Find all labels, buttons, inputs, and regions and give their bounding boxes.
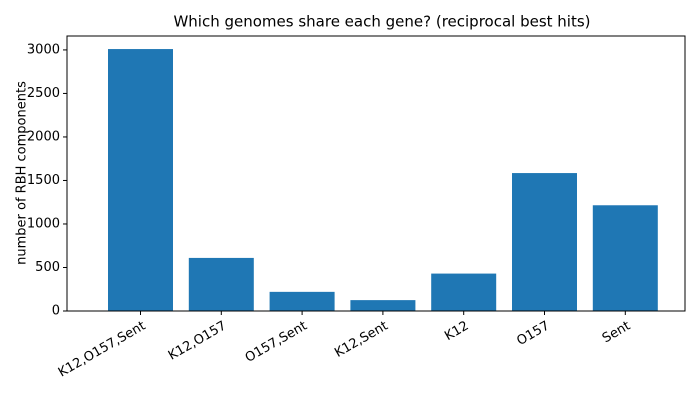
y-tick-label: 3000 bbox=[27, 42, 60, 57]
bar bbox=[350, 300, 416, 311]
bar bbox=[592, 205, 658, 311]
bar bbox=[512, 173, 577, 311]
bar bbox=[108, 49, 173, 311]
y-tick-label: 1500 bbox=[27, 173, 60, 188]
bar bbox=[431, 273, 497, 311]
chart-title: Which genomes share each gene? (reciproc… bbox=[173, 13, 590, 31]
y-axis-label: number of RBH components bbox=[15, 81, 30, 265]
x-tick-label: K12,O157,Sent bbox=[56, 319, 148, 381]
bar bbox=[269, 291, 335, 311]
x-tick-label: K12,Sent bbox=[332, 319, 390, 361]
x-tick-label: K12 bbox=[442, 319, 471, 345]
x-tick-label: Sent bbox=[600, 319, 633, 347]
x-tick-label: O157,Sent bbox=[243, 319, 310, 366]
y-tick-label: 2500 bbox=[27, 86, 60, 101]
x-tick-label: K12,O157 bbox=[166, 319, 229, 364]
plot-frame bbox=[66, 35, 686, 312]
bar bbox=[188, 257, 254, 311]
y-tick-label: 0 bbox=[52, 304, 60, 319]
y-tick-label: 1000 bbox=[27, 216, 60, 231]
y-tick-label: 500 bbox=[35, 260, 60, 275]
x-tick-label: O157 bbox=[514, 319, 552, 350]
y-tick-label: 2000 bbox=[27, 129, 60, 144]
